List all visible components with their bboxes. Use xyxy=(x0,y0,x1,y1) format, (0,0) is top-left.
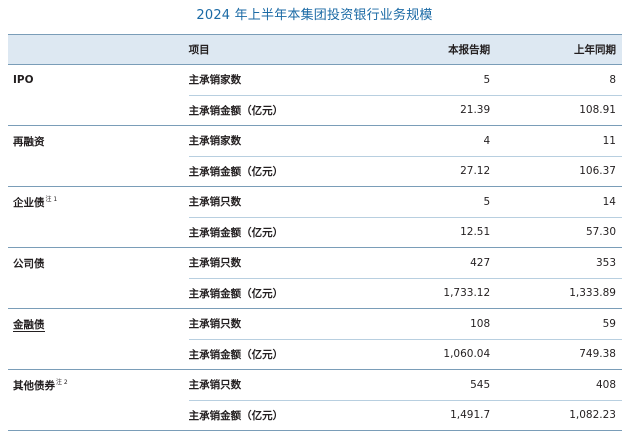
previous-value: 408 xyxy=(490,369,622,400)
item-label: 主承销金额（亿元） xyxy=(188,216,363,248)
current-value: 1,733.12 xyxy=(362,277,491,309)
current-value: 4 xyxy=(362,125,491,156)
category-label-refinancing: 再融资 xyxy=(8,125,189,156)
previous-value: 749.38 xyxy=(490,338,622,370)
table-row: IPO 主承销家数 5 8 xyxy=(8,64,622,95)
current-value: 1,060.04 xyxy=(362,338,491,370)
header-category xyxy=(8,35,189,65)
current-value: 5 xyxy=(362,186,491,217)
category-label-enterprise-bond: 企业债注 1 xyxy=(8,186,189,217)
previous-value: 59 xyxy=(490,308,622,339)
category-name: 公司债 xyxy=(13,257,45,270)
current-value: 21.39 xyxy=(362,94,491,126)
previous-value: 353 xyxy=(490,247,622,278)
current-value: 545 xyxy=(362,369,491,400)
category-name: 其他债券 xyxy=(13,380,55,392)
header-item: 项目 xyxy=(188,44,210,56)
current-value: 108 xyxy=(362,308,491,339)
table-row: 主承销金额（亿元） 1,491.7 1,082.23 xyxy=(8,399,622,431)
previous-value: 106.37 xyxy=(490,155,622,187)
current-value: 427 xyxy=(362,247,491,278)
table-row: 金融债 主承销只数 108 59 xyxy=(8,308,622,339)
category-label-corporate-bond: 公司债 xyxy=(8,247,189,278)
item-label: 主承销只数 xyxy=(188,186,363,217)
category-label-ipo: IPO xyxy=(8,64,189,95)
previous-value: 1,082.23 xyxy=(490,399,622,431)
previous-value: 108.91 xyxy=(490,94,622,126)
category-label-financial-bond: 金融债 xyxy=(8,308,189,339)
footnote-marker: 注 1 xyxy=(45,196,58,203)
previous-value: 1,333.89 xyxy=(490,277,622,309)
current-value: 5 xyxy=(362,64,491,95)
table-row: 其他债券注 2 主承销只数 545 408 xyxy=(8,369,622,400)
table-row: 主承销金额（亿元） 12.51 57.30 xyxy=(8,216,622,248)
item-label: 主承销家数 xyxy=(188,64,363,95)
category-label-other-bonds: 其他债券注 2 xyxy=(8,369,189,400)
table-row: 主承销金额（亿元） 1,060.04 749.38 xyxy=(8,338,622,370)
table-header-row: 项目 本报告期 上年同期 xyxy=(8,34,622,65)
ib-business-table: 项目 本报告期 上年同期 IPO 主承销家数 5 8 主承销金额（亿元） 21.… xyxy=(8,34,622,431)
category-name: 企业债 xyxy=(13,197,45,209)
table-row: 再融资 主承销家数 4 11 xyxy=(8,125,622,156)
previous-value: 14 xyxy=(490,186,622,217)
item-label: 主承销家数 xyxy=(188,125,363,156)
header-current-period: 本报告期 xyxy=(448,44,491,56)
footnote-marker: 注 2 xyxy=(56,379,68,386)
item-label: 主承销只数 xyxy=(188,308,363,339)
table-row: 主承销金额（亿元） 1,733.12 1,333.89 xyxy=(8,277,622,309)
table-row: 企业债注 1 主承销只数 5 14 xyxy=(8,186,622,217)
category-name: 金融债 xyxy=(13,318,45,332)
current-value: 1,491.7 xyxy=(362,399,491,431)
category-name: IPO xyxy=(13,74,34,86)
table-row: 主承销金额（亿元） 27.12 106.37 xyxy=(8,155,622,187)
item-label: 主承销金额（亿元） xyxy=(188,94,363,126)
page-title: 2024 年上半年本集团投资银行业务规模 xyxy=(196,8,433,23)
table-row: 主承销金额（亿元） 21.39 108.91 xyxy=(8,94,622,126)
previous-value: 8 xyxy=(490,64,622,95)
item-label: 主承销金额（亿元） xyxy=(188,399,363,431)
item-label: 主承销金额（亿元） xyxy=(188,277,363,309)
header-previous-period: 上年同期 xyxy=(574,44,616,56)
item-label: 主承销只数 xyxy=(188,247,363,278)
current-value: 27.12 xyxy=(362,155,491,187)
item-label: 主承销金额（亿元） xyxy=(188,338,363,370)
current-value: 12.51 xyxy=(362,216,491,248)
item-label: 主承销只数 xyxy=(188,369,363,400)
previous-value: 57.30 xyxy=(490,216,622,248)
previous-value: 11 xyxy=(490,125,622,156)
item-label: 主承销金额（亿元） xyxy=(188,155,363,187)
category-name: 再融资 xyxy=(13,135,45,148)
table-row: 公司债 主承销只数 427 353 xyxy=(8,247,622,278)
